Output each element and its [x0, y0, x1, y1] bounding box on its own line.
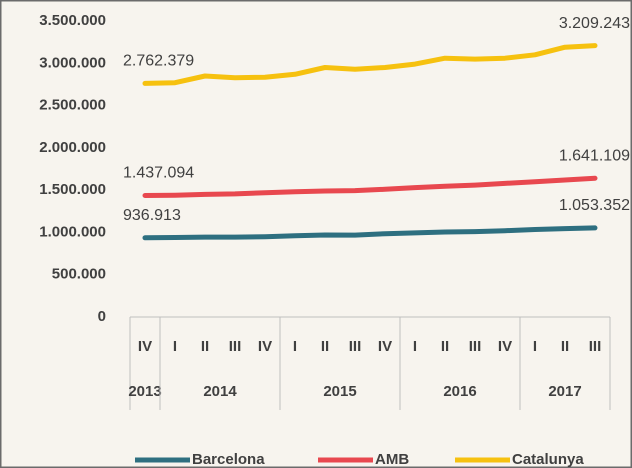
y-tick-label: 2.500.000 [39, 97, 106, 114]
series-line [142, 43, 598, 86]
legend-label: AMB [375, 451, 409, 468]
x-tick-label: III [229, 338, 242, 355]
y-tick-label: 2.000.000 [39, 139, 106, 156]
legend-label: Barcelona [192, 451, 265, 468]
data-label: 3.209.243 [559, 15, 630, 32]
x-tick-label: II [321, 338, 329, 355]
x-tick-label: III [589, 338, 602, 355]
x-tick-label: IV [258, 338, 272, 355]
data-label: 1.641.109 [559, 147, 630, 164]
x-tick-label: II [441, 338, 449, 355]
legend-label: Catalunya [512, 451, 584, 468]
x-tick-label: IV [138, 338, 152, 355]
data-label: 936.913 [123, 207, 181, 224]
x-tick-label: IV [498, 338, 512, 355]
x-tick-label: I [413, 338, 417, 355]
x-tick-label: II [561, 338, 569, 355]
x-group-label: 2015 [323, 383, 356, 400]
y-tick-label: 3.500.000 [39, 12, 106, 29]
data-label: 2.762.379 [123, 53, 194, 70]
y-tick-label: 500.000 [52, 266, 106, 283]
y-tick-label: 1.500.000 [39, 181, 106, 198]
data-label: 1.437.094 [123, 165, 194, 182]
x-group-label: 2013 [128, 383, 161, 400]
y-tick-label: 1.000.000 [39, 223, 106, 240]
data-label: 1.053.352 [559, 197, 630, 214]
series-line [142, 175, 598, 198]
series-line [142, 225, 598, 241]
x-tick-label: I [173, 338, 177, 355]
y-tick-label: 0 [98, 308, 106, 325]
x-group-label: 2017 [548, 383, 581, 400]
x-group-label: 2016 [443, 383, 476, 400]
x-tick-label: III [349, 338, 362, 355]
x-group-label: 2014 [203, 383, 237, 400]
y-tick-label: 3.000.000 [39, 54, 106, 71]
x-tick-label: I [293, 338, 297, 355]
x-tick-label: I [533, 338, 537, 355]
x-tick-label: III [469, 338, 482, 355]
x-tick-label: IV [378, 338, 392, 355]
x-tick-label: II [201, 338, 209, 355]
